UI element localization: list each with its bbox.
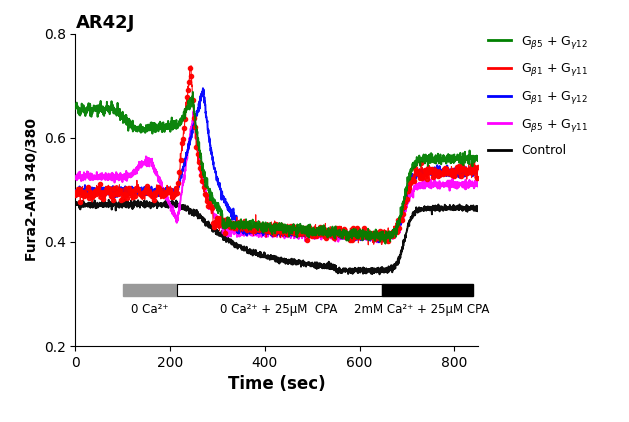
Text: 0 Ca²⁺: 0 Ca²⁺ (131, 303, 169, 316)
Bar (177, 284, 382, 295)
Y-axis label: Fura2-AM 340/380: Fura2-AM 340/380 (24, 119, 38, 261)
Text: 0 Ca²⁺ + 25μM  CPA: 0 Ca²⁺ + 25μM CPA (220, 303, 338, 316)
Bar (382, 284, 473, 295)
Text: AR42J: AR42J (75, 14, 135, 32)
Text: 2mM Ca²⁺ + 25μM CPA: 2mM Ca²⁺ + 25μM CPA (353, 303, 489, 316)
Legend: G$_{\beta5}$ + G$_{\gamma12}$, G$_{\beta1}$ + G$_{\gamma11}$, G$_{\beta1}$ + G$_: G$_{\beta5}$ + G$_{\gamma12}$, G$_{\beta… (488, 34, 588, 157)
X-axis label: Time (sec): Time (sec) (228, 375, 326, 393)
Bar (123, 284, 177, 295)
